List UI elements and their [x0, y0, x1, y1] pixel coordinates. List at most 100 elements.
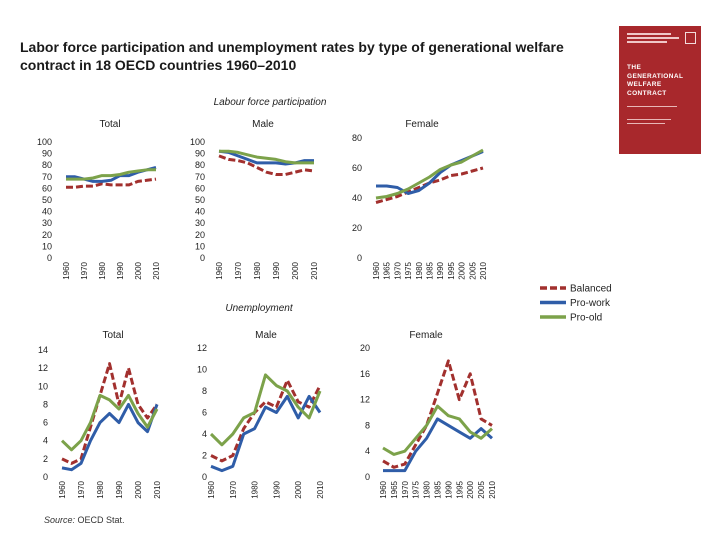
x-tick-label: 1970 — [229, 480, 238, 498]
book-cover-title: THE GENERATIONAL WELFARE CONTRACT — [627, 64, 684, 97]
x-tick-label: 2010 — [488, 480, 497, 498]
y-tick-label: 6 — [202, 408, 207, 418]
x-tick-label: 1990 — [272, 261, 281, 279]
x-tick-label: 1970 — [234, 261, 243, 279]
chart-panel — [66, 166, 157, 189]
y-tick-label: 50 — [195, 195, 205, 205]
series-line-pro_old — [375, 148, 484, 200]
section-title-unemployment: Unemployment — [225, 303, 293, 314]
y-tick-label: 2 — [43, 454, 48, 464]
panel-subtitle: Male — [252, 119, 274, 130]
section-title-labour: Labour force participation — [214, 97, 327, 108]
series-line-balanced — [61, 362, 159, 465]
x-tick-label: 1990 — [116, 261, 125, 279]
panel-subtitle: Male — [255, 330, 277, 341]
x-tick-label: 1980 — [96, 480, 105, 498]
x-tick-label: 1960 — [215, 261, 224, 279]
cover-text-line — [627, 37, 679, 39]
publisher-logo-icon — [685, 32, 696, 44]
y-tick-label: 80 — [195, 160, 205, 170]
series-line-pro_old — [219, 149, 314, 165]
x-tick-label: 1995 — [447, 261, 456, 279]
x-tick-label: 2010 — [310, 261, 319, 279]
y-tick-label: 10 — [42, 241, 52, 251]
y-tick-label: 40 — [352, 193, 362, 203]
y-tick-label: 60 — [195, 183, 205, 193]
y-tick-label: 80 — [352, 133, 362, 143]
x-tick-label: 2010 — [316, 480, 325, 498]
x-tick-label: 2005 — [477, 480, 486, 498]
x-tick-label: 1990 — [436, 261, 445, 279]
x-tick-label: 2010 — [479, 261, 488, 279]
x-tick-label: 1995 — [455, 480, 464, 498]
x-tick-label: 2000 — [466, 480, 475, 498]
chart-panel — [209, 373, 322, 473]
y-tick-label: 30 — [195, 218, 205, 228]
y-tick-label: 50 — [42, 195, 52, 205]
y-tick-label: 12 — [360, 395, 370, 405]
x-tick-label: 1980 — [415, 261, 424, 279]
chart-panel — [218, 149, 315, 176]
y-tick-label: 100 — [190, 137, 205, 147]
y-tick-label: 8 — [202, 386, 207, 396]
series-line-pro_old — [209, 373, 322, 447]
x-tick-label: 1985 — [426, 261, 435, 279]
y-tick-label: 100 — [37, 137, 52, 147]
y-tick-label: 90 — [195, 149, 205, 159]
x-tick-label: 1960 — [379, 480, 388, 498]
panel-subtitle: Total — [102, 330, 123, 341]
y-tick-label: 0 — [357, 253, 362, 263]
x-tick-label: 1990 — [115, 480, 124, 498]
legend-label: Balanced — [570, 284, 612, 295]
x-tick-label: 1970 — [401, 480, 410, 498]
x-tick-label: 1985 — [434, 480, 443, 498]
y-tick-label: 4 — [43, 436, 48, 446]
series-line-pro_work — [210, 394, 322, 473]
x-tick-label: 2010 — [153, 480, 162, 498]
series-line-balanced — [66, 177, 157, 189]
y-tick-label: 16 — [360, 369, 370, 379]
slide-title: Labor force participation and unemployme… — [20, 39, 564, 73]
y-tick-label: 60 — [42, 183, 52, 193]
series-line-pro_work — [61, 402, 159, 472]
y-tick-label: 0 — [202, 472, 207, 482]
x-tick-label: 2000 — [458, 261, 467, 279]
y-tick-label: 80 — [42, 160, 52, 170]
chart-panel — [60, 362, 159, 472]
book-cover-image: THE GENERATIONAL WELFARE CONTRACT — [619, 26, 701, 154]
y-tick-label: 0 — [365, 472, 370, 482]
cover-text-line — [627, 41, 667, 43]
cover-author-line — [627, 106, 677, 107]
y-tick-label: 40 — [42, 207, 52, 217]
y-tick-label: 8 — [365, 420, 370, 430]
series-line-pro_old — [66, 168, 156, 181]
x-tick-label: 1980 — [251, 480, 260, 498]
y-tick-label: 20 — [360, 343, 370, 353]
x-tick-label: 1960 — [372, 261, 381, 279]
y-tick-label: 2 — [202, 451, 207, 461]
y-tick-label: 10 — [195, 241, 205, 251]
panel-subtitle: Female — [409, 330, 443, 341]
panel-subtitle: Female — [405, 119, 439, 130]
x-tick-label: 1980 — [98, 261, 107, 279]
y-tick-label: 0 — [200, 253, 205, 263]
x-tick-label: 1970 — [393, 261, 402, 279]
y-tick-label: 10 — [197, 365, 207, 375]
series-line-pro_old — [60, 393, 159, 452]
x-tick-label: 1960 — [207, 480, 216, 498]
y-tick-label: 70 — [195, 172, 205, 182]
x-tick-label: 2005 — [468, 261, 477, 279]
panel-subtitle: Total — [99, 119, 120, 130]
series-line-balanced — [375, 166, 484, 204]
x-tick-label: 1960 — [58, 480, 67, 498]
x-tick-label: 1980 — [423, 480, 432, 498]
y-tick-label: 20 — [195, 230, 205, 240]
cover-text-line — [627, 33, 671, 35]
series-line-pro_old — [382, 404, 493, 456]
legend-label: Pro-old — [570, 313, 602, 324]
y-tick-label: 60 — [352, 163, 362, 173]
y-tick-label: 40 — [195, 207, 205, 217]
x-tick-label: 1990 — [444, 480, 453, 498]
cover-subtitle-line — [627, 119, 671, 120]
